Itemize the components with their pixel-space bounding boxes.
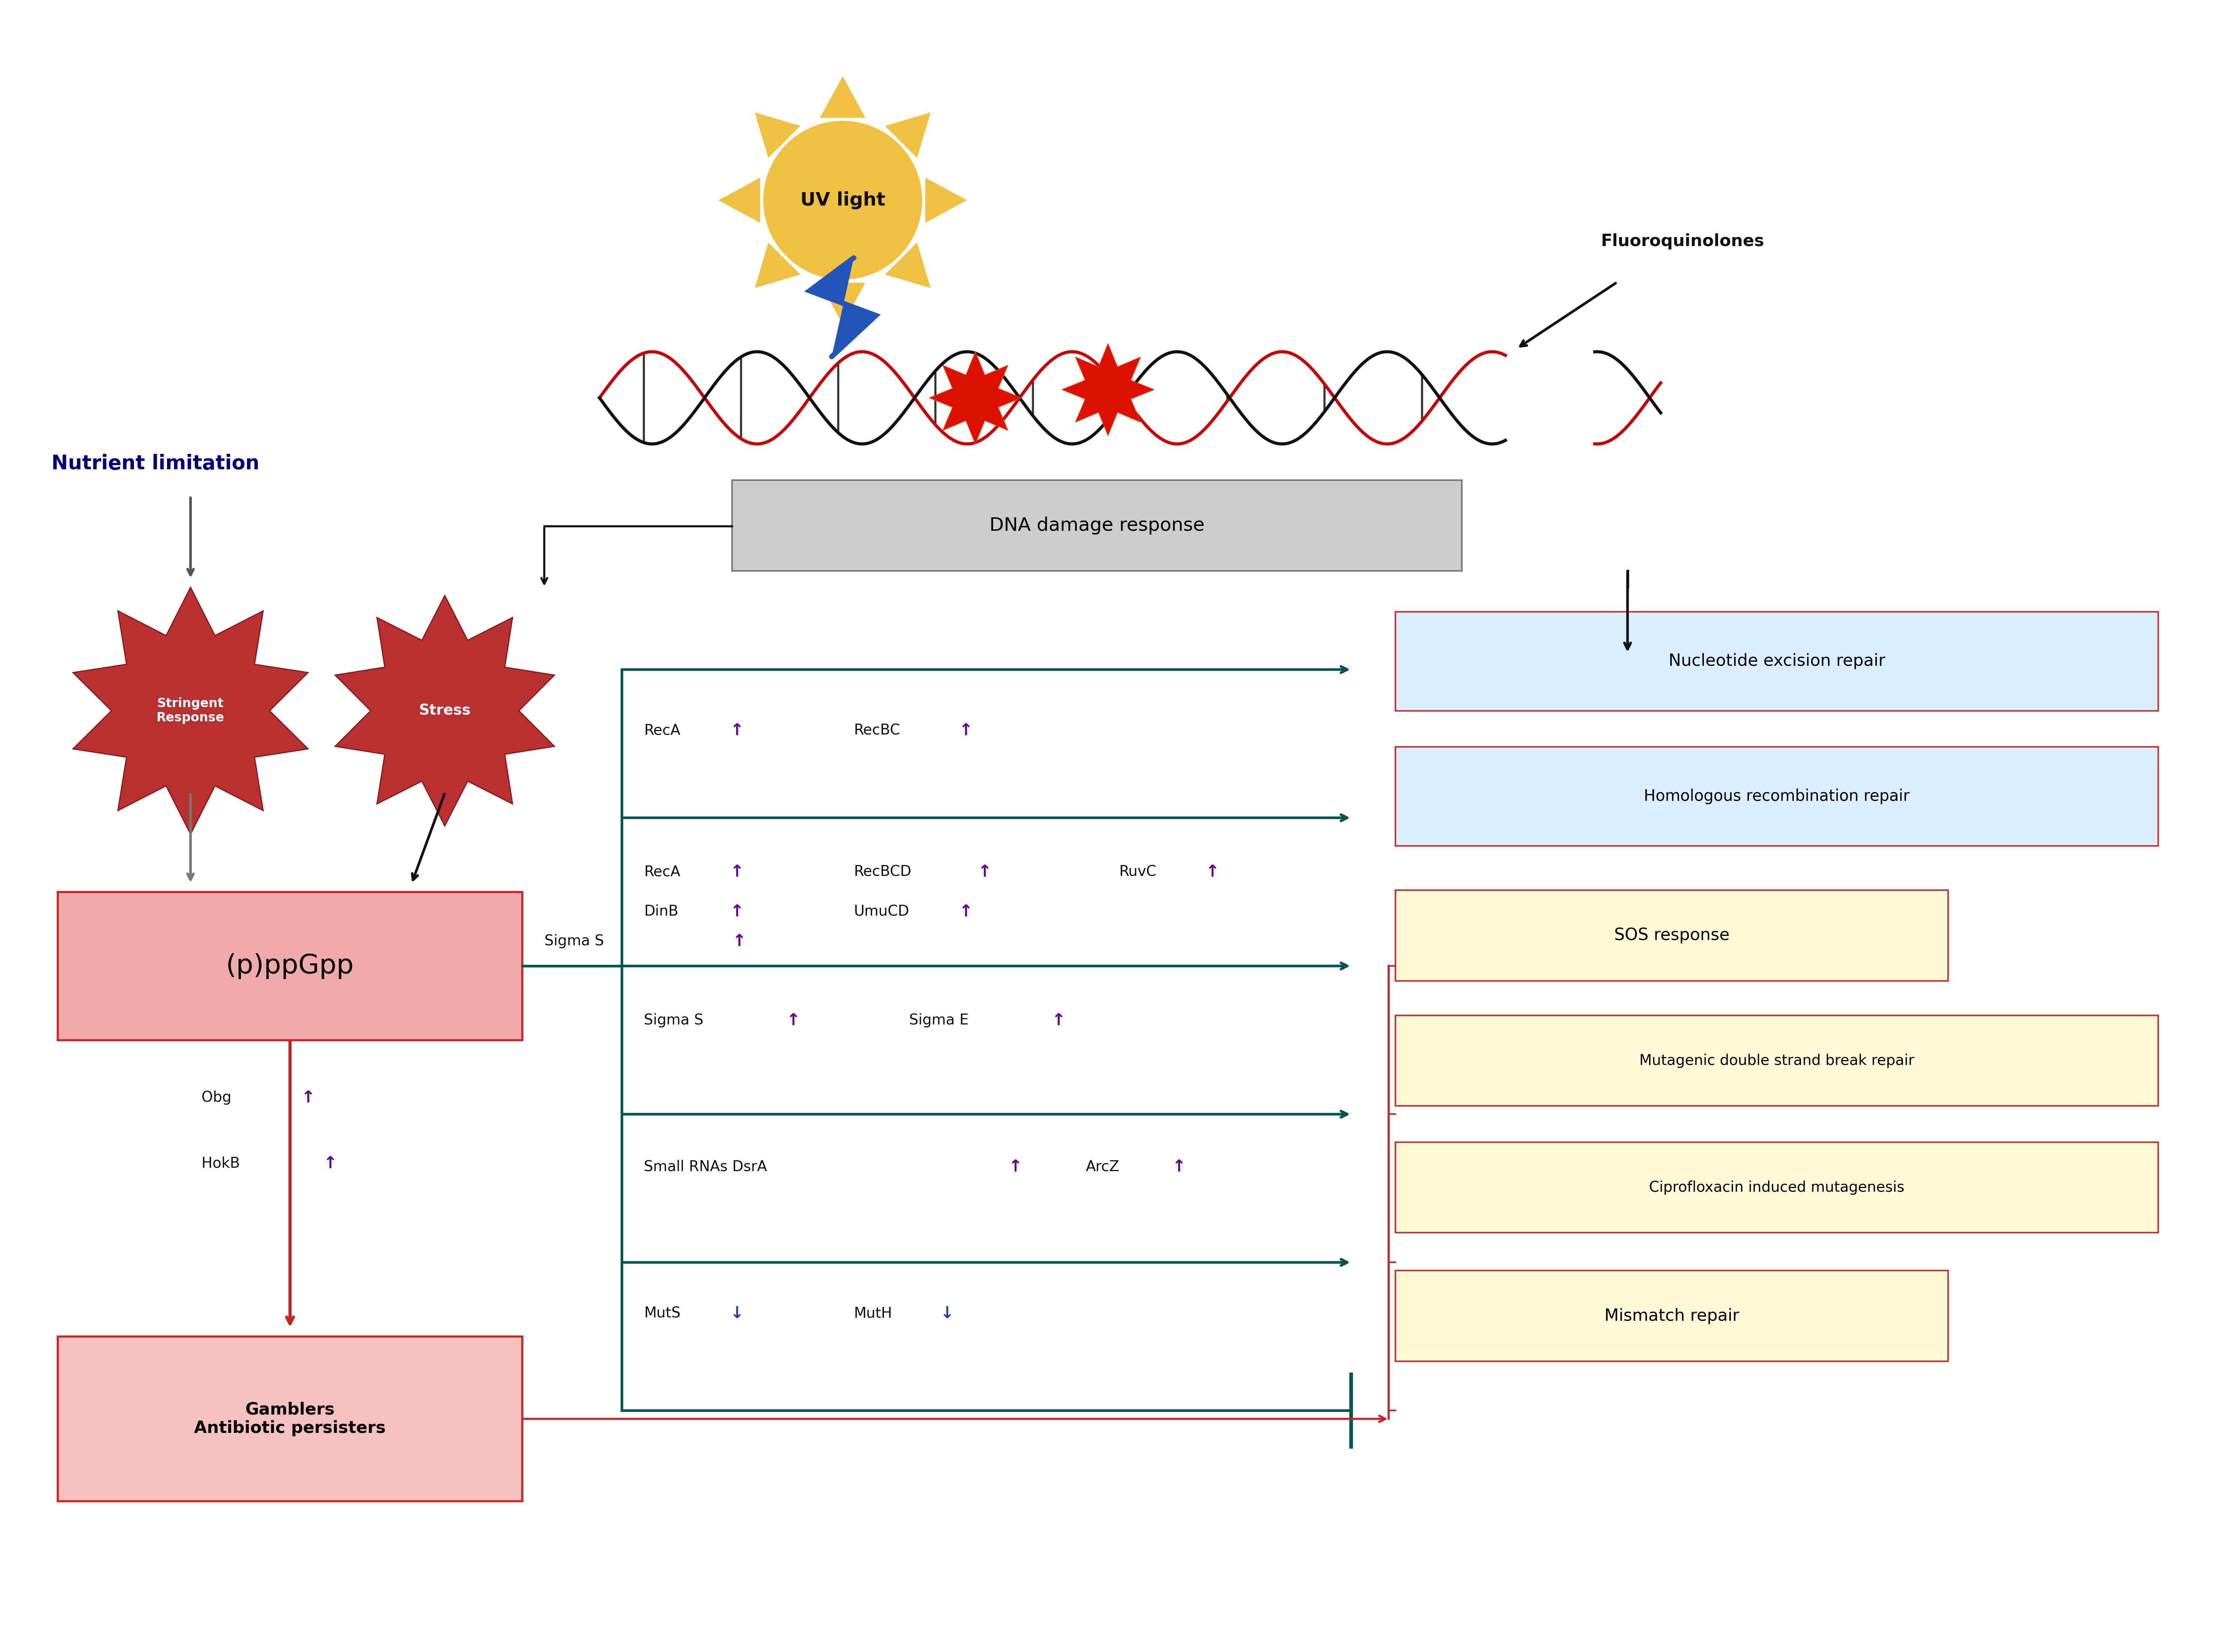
Text: ↑: ↑ [977, 864, 991, 881]
Polygon shape [718, 178, 760, 223]
Text: ArcZ: ArcZ [1086, 1160, 1119, 1175]
Text: (p)ppGpp: (p)ppGpp [226, 953, 355, 980]
Text: Small RNAs DsrA: Small RNAs DsrA [643, 1160, 767, 1175]
Text: ↑: ↑ [960, 904, 973, 920]
Text: MutS: MutS [643, 1307, 680, 1320]
Text: RecBC: RecBC [853, 724, 900, 737]
FancyBboxPatch shape [731, 481, 1463, 570]
Text: Mismatch repair: Mismatch repair [1604, 1308, 1740, 1323]
Text: ↑: ↑ [729, 722, 745, 738]
Text: Mutagenic double strand break repair: Mutagenic double strand break repair [1640, 1054, 1915, 1067]
Text: ↓: ↓ [940, 1305, 953, 1322]
Polygon shape [756, 243, 800, 287]
Text: ↑: ↑ [729, 864, 745, 881]
Text: ↑: ↑ [1172, 1158, 1186, 1175]
FancyBboxPatch shape [1396, 611, 2158, 710]
Text: Ciprofloxacin induced mutagenesis: Ciprofloxacin induced mutagenesis [1649, 1180, 1904, 1194]
Ellipse shape [765, 121, 922, 279]
Text: UV light: UV light [800, 192, 884, 210]
Text: Stress: Stress [419, 704, 470, 719]
Text: ↑: ↑ [1053, 1013, 1066, 1029]
FancyBboxPatch shape [58, 1336, 523, 1502]
Text: Stringent
Response: Stringent Response [157, 697, 224, 724]
Text: Obg: Obg [202, 1090, 237, 1105]
Text: ↑: ↑ [301, 1090, 315, 1105]
Text: ↑: ↑ [324, 1155, 337, 1171]
Text: RecBCD: RecBCD [853, 866, 911, 879]
Text: ↑: ↑ [960, 722, 973, 738]
Text: ↑: ↑ [1008, 1158, 1022, 1175]
Text: SOS response: SOS response [1613, 927, 1728, 943]
FancyBboxPatch shape [58, 892, 523, 1041]
Polygon shape [886, 112, 931, 157]
Text: Homologous recombination repair: Homologous recombination repair [1644, 788, 1910, 805]
Text: ↑: ↑ [729, 904, 745, 920]
Text: Nucleotide excision repair: Nucleotide excision repair [1669, 653, 1886, 669]
FancyBboxPatch shape [1396, 890, 1948, 981]
FancyBboxPatch shape [1396, 1270, 1948, 1361]
Text: Sigma E: Sigma E [909, 1013, 968, 1028]
Text: Fluoroquinolones: Fluoroquinolones [1602, 233, 1764, 249]
Text: ↑: ↑ [731, 933, 747, 950]
Text: RecA: RecA [643, 724, 680, 737]
Polygon shape [820, 76, 864, 117]
Text: UmuCD: UmuCD [853, 905, 909, 919]
Polygon shape [335, 595, 554, 826]
Text: RuvC: RuvC [1119, 866, 1157, 879]
Text: ↓: ↓ [729, 1305, 745, 1322]
Polygon shape [1061, 344, 1155, 436]
Text: MutH: MutH [853, 1307, 893, 1320]
Text: Gamblers
Antibiotic persisters: Gamblers Antibiotic persisters [195, 1401, 386, 1436]
Polygon shape [820, 282, 864, 324]
Text: Sigma S: Sigma S [545, 933, 603, 948]
FancyBboxPatch shape [1396, 1142, 2158, 1232]
Polygon shape [929, 352, 1022, 444]
FancyBboxPatch shape [1396, 747, 2158, 846]
Polygon shape [73, 586, 308, 834]
Polygon shape [926, 178, 966, 223]
Polygon shape [809, 258, 875, 357]
Polygon shape [886, 243, 931, 287]
Text: RecA: RecA [643, 866, 680, 879]
Polygon shape [756, 112, 800, 157]
Text: Sigma S: Sigma S [643, 1013, 702, 1028]
Text: DinB: DinB [643, 905, 678, 919]
FancyBboxPatch shape [1396, 1016, 2158, 1105]
Text: ↑: ↑ [787, 1013, 800, 1029]
Text: Nutrient limitation: Nutrient limitation [51, 454, 259, 474]
Text: HokB: HokB [202, 1156, 244, 1171]
Ellipse shape [765, 121, 922, 279]
Text: DNA damage response: DNA damage response [988, 517, 1206, 535]
Text: ↑: ↑ [1206, 864, 1219, 881]
